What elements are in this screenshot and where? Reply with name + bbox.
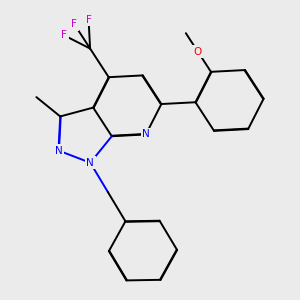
Text: F: F — [61, 30, 67, 40]
Text: N: N — [142, 129, 150, 140]
Text: N: N — [86, 158, 94, 168]
Text: F: F — [86, 15, 92, 25]
Text: O: O — [194, 47, 202, 57]
Text: F: F — [71, 19, 77, 29]
Text: N: N — [55, 146, 62, 155]
